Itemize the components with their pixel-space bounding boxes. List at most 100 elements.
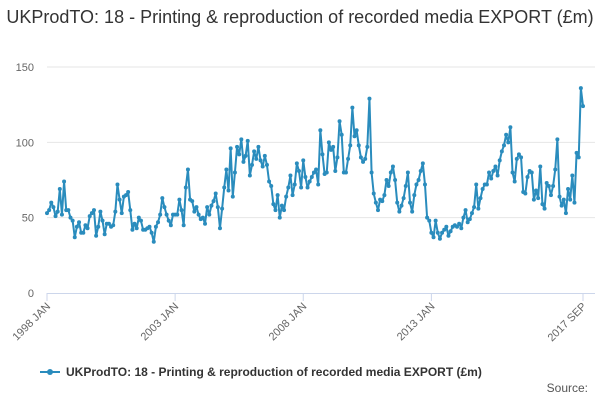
data-point[interactable] — [551, 184, 556, 189]
data-point[interactable] — [83, 223, 88, 228]
data-point[interactable] — [474, 182, 479, 187]
data-point[interactable] — [203, 221, 208, 226]
data-point[interactable] — [536, 196, 541, 201]
data-point[interactable] — [318, 128, 323, 133]
data-point[interactable] — [130, 227, 135, 232]
data-point[interactable] — [390, 164, 395, 169]
data-point[interactable] — [256, 144, 261, 149]
data-point[interactable] — [431, 235, 436, 240]
data-point[interactable] — [572, 200, 577, 205]
data-point[interactable] — [350, 105, 355, 110]
data-point[interactable] — [356, 143, 361, 148]
data-point[interactable] — [57, 187, 62, 192]
data-point[interactable] — [296, 168, 301, 173]
data-point[interactable] — [484, 182, 489, 187]
data-point[interactable] — [66, 208, 71, 213]
data-point[interactable] — [442, 227, 447, 232]
data-point[interactable] — [459, 226, 464, 231]
data-point[interactable] — [307, 179, 312, 184]
data-point[interactable] — [147, 224, 152, 229]
data-point[interactable] — [111, 223, 116, 228]
data-point[interactable] — [138, 218, 143, 223]
data-point[interactable] — [508, 125, 513, 130]
data-point[interactable] — [559, 203, 564, 208]
data-point[interactable] — [523, 191, 528, 196]
data-point[interactable] — [435, 230, 440, 235]
data-point[interactable] — [581, 104, 585, 109]
data-point[interactable] — [489, 176, 494, 181]
data-point[interactable] — [414, 182, 419, 187]
data-point[interactable] — [119, 211, 124, 216]
data-point[interactable] — [175, 212, 180, 217]
data-point[interactable] — [540, 202, 545, 207]
data-point[interactable] — [504, 132, 509, 137]
data-point[interactable] — [388, 170, 393, 175]
data-point[interactable] — [369, 170, 374, 175]
data-point[interactable] — [106, 221, 111, 226]
data-point[interactable] — [260, 164, 265, 169]
data-point[interactable] — [237, 152, 242, 157]
data-point[interactable] — [158, 212, 163, 217]
data-point[interactable] — [469, 211, 474, 216]
data-point[interactable] — [371, 191, 376, 196]
data-point[interactable] — [288, 173, 293, 178]
data-point[interactable] — [309, 174, 314, 179]
data-point[interactable] — [416, 178, 421, 182]
data-point[interactable] — [542, 206, 547, 211]
data-point[interactable] — [393, 178, 398, 182]
data-point[interactable] — [254, 156, 259, 161]
data-point[interactable] — [367, 96, 372, 101]
data-point[interactable] — [243, 153, 248, 158]
data-point[interactable] — [380, 199, 385, 204]
data-point[interactable] — [284, 194, 289, 199]
data-point[interactable] — [149, 230, 154, 235]
data-point[interactable] — [217, 226, 222, 231]
data-point[interactable] — [544, 181, 549, 186]
data-point[interactable] — [354, 128, 359, 133]
data-point[interactable] — [346, 156, 351, 161]
data-point[interactable] — [279, 203, 284, 208]
data-point[interactable] — [77, 220, 82, 225]
data-point[interactable] — [245, 138, 250, 143]
data-point[interactable] — [384, 178, 389, 182]
data-point[interactable] — [480, 187, 485, 192]
data-point[interactable] — [376, 208, 380, 213]
data-point[interactable] — [299, 185, 304, 190]
data-point[interactable] — [324, 170, 329, 175]
data-point[interactable] — [463, 208, 468, 213]
data-point[interactable] — [574, 150, 579, 155]
data-point[interactable] — [211, 199, 216, 204]
data-point[interactable] — [538, 164, 543, 169]
data-point[interactable] — [467, 217, 472, 222]
data-point[interactable] — [207, 212, 212, 217]
data-point[interactable] — [179, 208, 184, 213]
data-point[interactable] — [553, 167, 558, 172]
data-point[interactable] — [162, 205, 167, 210]
data-point[interactable] — [472, 205, 477, 210]
data-point[interactable] — [363, 156, 368, 161]
data-point[interactable] — [209, 203, 214, 208]
data-point[interactable] — [277, 215, 282, 220]
data-point[interactable] — [570, 173, 575, 178]
data-point[interactable] — [405, 170, 410, 175]
data-point[interactable] — [230, 194, 235, 199]
data-point[interactable] — [531, 197, 536, 202]
data-point[interactable] — [478, 196, 483, 201]
data-point[interactable] — [247, 173, 252, 178]
data-point[interactable] — [352, 134, 357, 139]
data-point[interactable] — [365, 144, 370, 149]
data-point[interactable] — [506, 140, 511, 145]
data-point[interactable] — [455, 224, 460, 229]
data-point[interactable] — [47, 208, 52, 213]
data-point[interactable] — [561, 197, 566, 202]
data-point[interactable] — [294, 161, 299, 166]
data-point[interactable] — [410, 209, 415, 214]
data-point[interactable] — [329, 147, 334, 152]
data-point[interactable] — [85, 226, 90, 231]
data-point[interactable] — [457, 221, 462, 226]
data-point[interactable] — [53, 214, 58, 219]
data-point[interactable] — [226, 188, 231, 193]
data-point[interactable] — [316, 182, 321, 187]
data-point[interactable] — [239, 137, 244, 142]
data-point[interactable] — [563, 211, 568, 216]
